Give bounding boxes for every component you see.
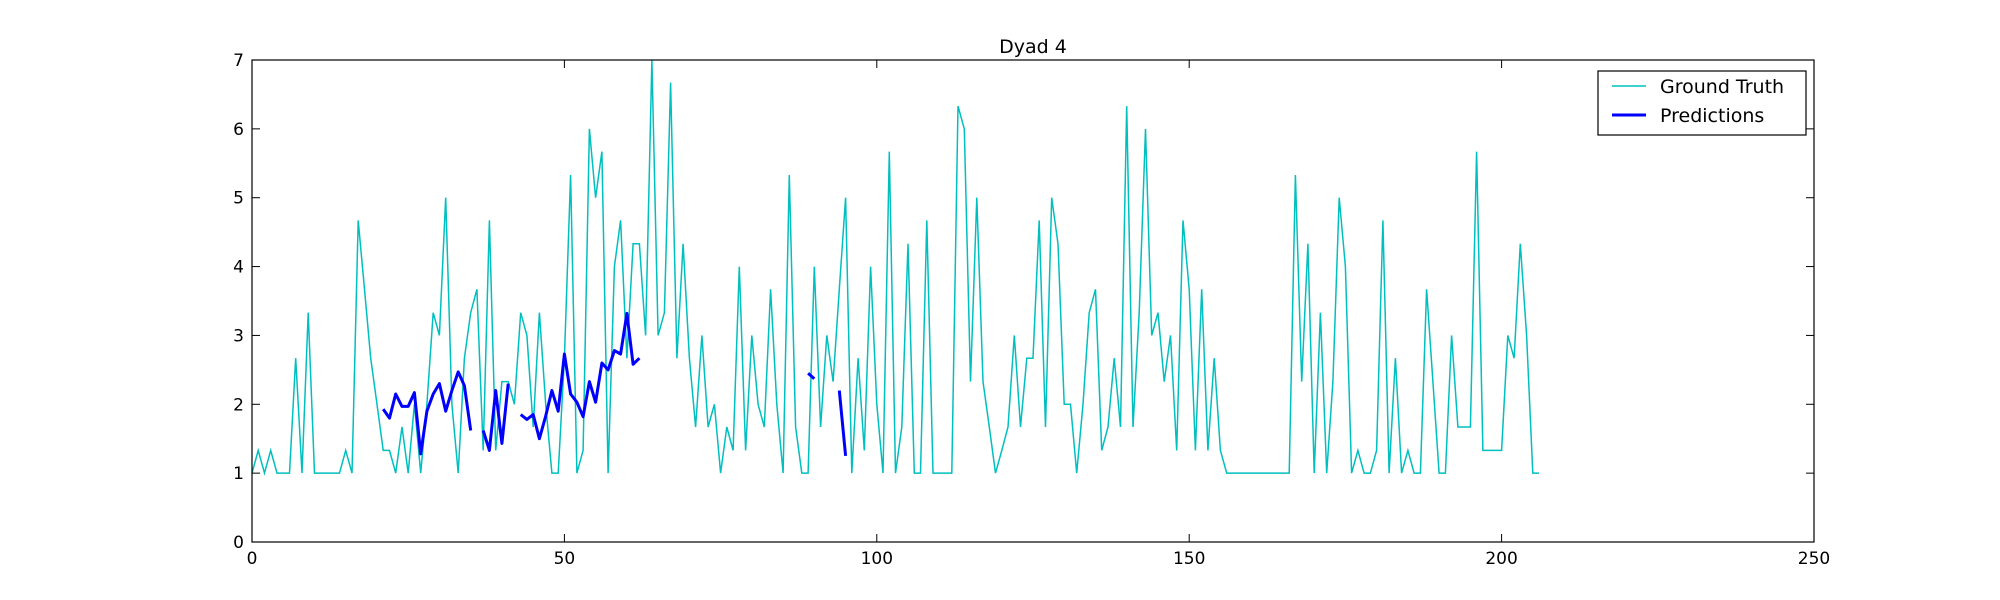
- y-tick-label: 2: [233, 395, 244, 415]
- x-tick-label: 100: [861, 549, 893, 569]
- plot-background: [252, 60, 1814, 542]
- chart-title: Dyad 4: [999, 36, 1067, 58]
- x-tick-label: 50: [554, 549, 576, 569]
- axis-ticks: 0 50 100 150 200 250 0 1 2 3 4 5 6 7: [233, 51, 1830, 569]
- series-line-predictions-segment: [807, 372, 816, 380]
- plot-frame: [251, 59, 1815, 543]
- legend-label-predictions: Predictions: [1660, 105, 1764, 127]
- x-tick-label: 250: [1798, 549, 1830, 569]
- y-tick-label: 5: [233, 189, 244, 209]
- x-tick-label: 150: [1173, 549, 1205, 569]
- x-tick-label: 200: [1485, 549, 1517, 569]
- x-tick-label: 0: [247, 549, 258, 569]
- series-line-predictions-segment: [381, 370, 473, 456]
- y-tick-label: 6: [233, 120, 244, 140]
- series-layer: [251, 59, 1540, 476]
- series-line-predictions-segment: [481, 383, 510, 452]
- legend: Ground Truth Predictions: [1597, 70, 1807, 136]
- y-tick-label: 0: [233, 533, 244, 553]
- y-tick-label: 3: [233, 326, 244, 346]
- series-line-predictions-segment: [837, 390, 848, 457]
- series-line-ground-truth: [251, 59, 1540, 476]
- legend-label-ground-truth: Ground Truth: [1660, 76, 1784, 98]
- series-line-predictions-segment: [519, 311, 641, 441]
- y-tick-label: 4: [233, 258, 244, 278]
- y-tick-label: 1: [233, 464, 244, 484]
- legend-frame: [1597, 70, 1807, 136]
- y-tick-label: 7: [233, 51, 244, 71]
